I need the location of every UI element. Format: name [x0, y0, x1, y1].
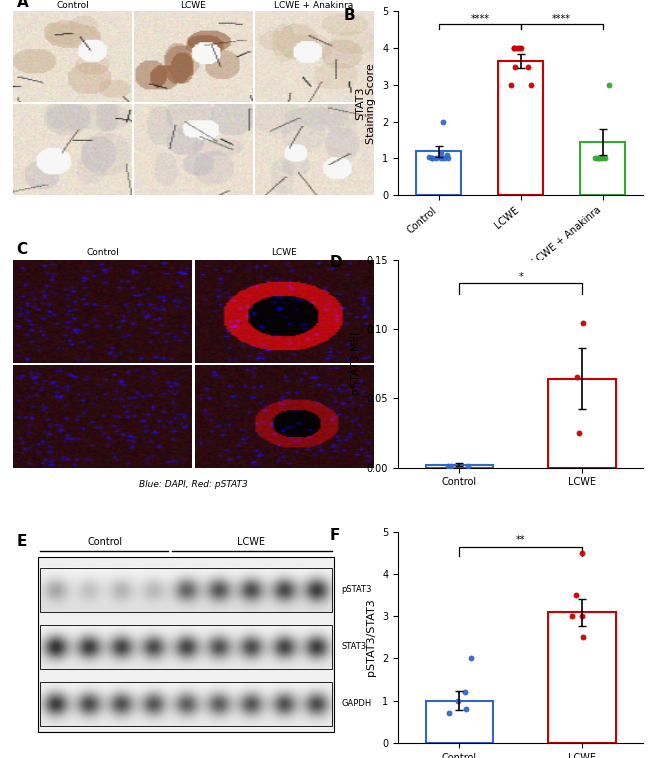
Point [460, 686, 470, 698]
Point [573, 427, 584, 439]
Point [436, 152, 446, 164]
Point [523, 61, 533, 73]
Point [593, 152, 603, 164]
Bar [38, 557, 334, 732]
Point [590, 152, 600, 164]
Point [577, 610, 588, 622]
Bar [417, 151, 462, 196]
Point [578, 318, 588, 330]
Point [593, 152, 603, 164]
Bar [580, 142, 625, 196]
Text: Control: Control [57, 1, 90, 10]
Point [571, 371, 582, 384]
Point [443, 460, 454, 472]
Point [444, 707, 454, 719]
Text: ****: **** [471, 14, 489, 23]
Point [505, 79, 515, 91]
Bar [40, 681, 332, 726]
Point [439, 152, 449, 164]
Point [447, 460, 457, 472]
Text: LCWE: LCWE [237, 537, 265, 547]
Point [516, 42, 526, 55]
Text: B: B [344, 8, 356, 23]
Text: GAPDH: GAPDH [341, 700, 372, 708]
Text: A: A [17, 0, 29, 10]
Text: Control: Control [87, 249, 120, 258]
Text: Blue: DAPI, Red: pSTAT3: Blue: DAPI, Red: pSTAT3 [139, 480, 248, 489]
Point [512, 42, 522, 55]
Point [509, 42, 519, 55]
Point [426, 152, 437, 164]
Text: F: F [329, 528, 339, 543]
Point [510, 61, 520, 73]
Text: Control: Control [87, 537, 123, 547]
Text: D: D [329, 255, 342, 271]
Text: LCWE: LCWE [270, 249, 296, 258]
Text: *: * [518, 271, 523, 282]
Bar [426, 465, 493, 468]
Point [463, 460, 473, 472]
Text: LCWE: LCWE [181, 1, 206, 10]
Bar [549, 612, 616, 743]
Y-axis label: STAT3
Staining Score: STAT3 Staining Score [355, 63, 376, 144]
Y-axis label: pSTAT3/STAT3: pSTAT3/STAT3 [367, 599, 376, 676]
Point [509, 42, 519, 55]
Point [466, 653, 476, 665]
Point [436, 147, 447, 159]
Bar [549, 379, 616, 468]
Bar [40, 568, 332, 612]
Text: STAT3: STAT3 [341, 642, 367, 651]
Point [597, 152, 607, 164]
Bar [40, 625, 332, 669]
Point [600, 152, 610, 164]
Point [461, 703, 471, 715]
Point [526, 79, 536, 91]
Point [566, 610, 577, 622]
Point [438, 116, 448, 128]
Point [426, 152, 437, 164]
Text: ****: **** [552, 14, 571, 23]
Point [595, 152, 605, 164]
Text: C: C [17, 243, 28, 258]
Bar [499, 61, 543, 196]
Point [443, 152, 454, 164]
Point [441, 149, 452, 161]
Text: E: E [17, 534, 27, 549]
Point [578, 631, 588, 644]
Point [514, 42, 525, 55]
Y-axis label: pSTAT3 MFI: pSTAT3 MFI [351, 332, 361, 395]
Text: **: ** [516, 535, 525, 545]
Point [452, 694, 463, 706]
Text: LCWE + Anakinra: LCWE + Anakinra [274, 1, 353, 10]
Point [431, 152, 441, 164]
Point [424, 151, 435, 163]
Point [603, 79, 614, 91]
Bar [426, 700, 493, 743]
Point [571, 589, 582, 601]
Text: pSTAT3: pSTAT3 [341, 585, 372, 594]
Point [577, 547, 588, 559]
